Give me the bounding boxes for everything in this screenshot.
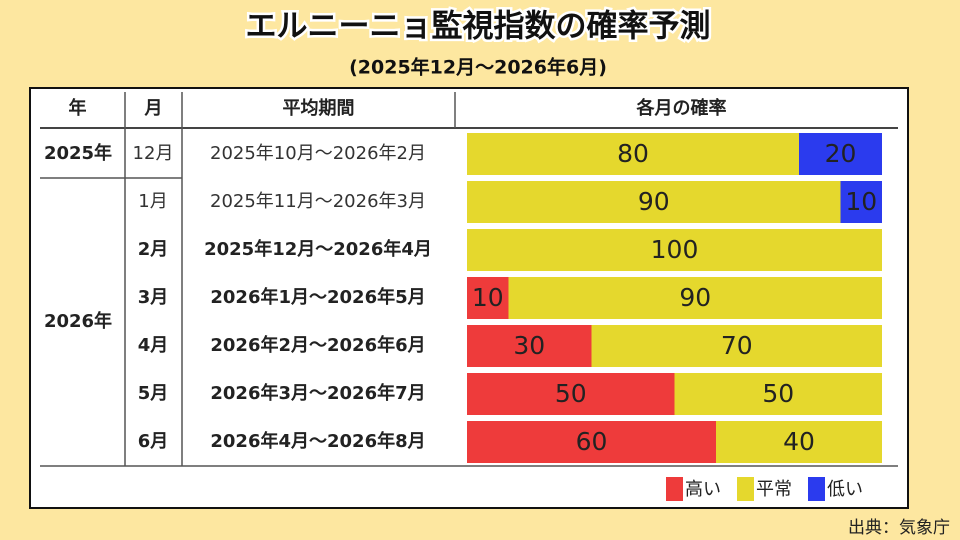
period-label: 2026年4月～2026年8月 bbox=[210, 430, 425, 452]
bar-value: 90 bbox=[679, 283, 711, 312]
bar-value: 100 bbox=[651, 235, 699, 264]
period-label: 2025年11月～2026年3月 bbox=[210, 191, 426, 212]
period-label: 2025年12月～2026年4月 bbox=[204, 238, 432, 260]
bar-segment bbox=[508, 277, 882, 319]
bar-value: 60 bbox=[576, 427, 608, 456]
subtitle: (2025年12月～2026年6月) bbox=[349, 56, 607, 79]
month-label: 3月 bbox=[138, 287, 169, 308]
legend-swatch bbox=[737, 477, 754, 501]
period-label: 2026年1月～2026年5月 bbox=[210, 286, 425, 308]
legend-swatch bbox=[808, 477, 825, 501]
legend-label: 低い bbox=[827, 479, 863, 500]
bar-segment bbox=[467, 373, 675, 415]
column-header: 各月の確率 bbox=[636, 97, 727, 119]
column-header: 月 bbox=[144, 98, 163, 119]
bar-segment bbox=[799, 133, 882, 175]
bar-segment bbox=[467, 421, 716, 463]
bar-segment bbox=[467, 229, 882, 271]
year-label: 2026年 bbox=[44, 310, 112, 332]
bar-value: 10 bbox=[845, 187, 877, 216]
month-label: 2月 bbox=[138, 239, 169, 260]
period-label: 2025年10月～2026年2月 bbox=[210, 143, 426, 164]
bar-value: 90 bbox=[638, 187, 670, 216]
bar-value: 70 bbox=[721, 331, 753, 360]
bar-value: 50 bbox=[555, 379, 587, 408]
period-label: 2026年2月～2026年6月 bbox=[210, 334, 425, 356]
bar-value: 40 bbox=[783, 427, 815, 456]
bar-value: 10 bbox=[472, 283, 504, 312]
month-label: 5月 bbox=[138, 383, 169, 404]
legend-label: 高い bbox=[685, 479, 721, 500]
bar-segment bbox=[467, 181, 841, 223]
month-label: 4月 bbox=[138, 335, 169, 356]
year-label: 2025年 bbox=[44, 142, 112, 164]
month-label: 1月 bbox=[138, 191, 167, 212]
column-header: 平均期間 bbox=[283, 97, 355, 119]
bar-segment bbox=[674, 373, 882, 415]
bar-value: 20 bbox=[825, 139, 857, 168]
month-label: 12月 bbox=[133, 143, 174, 164]
bar-value: 30 bbox=[513, 331, 545, 360]
legend-label: 平常 bbox=[756, 479, 792, 500]
legend-swatch bbox=[666, 477, 683, 501]
source: 出典：気象庁 bbox=[848, 518, 950, 538]
bar-segment bbox=[467, 133, 799, 175]
bar-value: 80 bbox=[617, 139, 649, 168]
period-label: 2026年3月～2026年7月 bbox=[210, 382, 425, 404]
bar-segment bbox=[840, 181, 882, 223]
column-header: 年 bbox=[69, 97, 87, 119]
month-label: 6月 bbox=[138, 431, 169, 452]
bar-segment bbox=[467, 325, 592, 367]
title: エルニーニョ監視指数の確率予測 bbox=[246, 9, 711, 45]
bar-value: 50 bbox=[762, 379, 794, 408]
bar-segment bbox=[591, 325, 882, 367]
bar-segment bbox=[467, 277, 509, 319]
bar-segment bbox=[716, 421, 882, 463]
